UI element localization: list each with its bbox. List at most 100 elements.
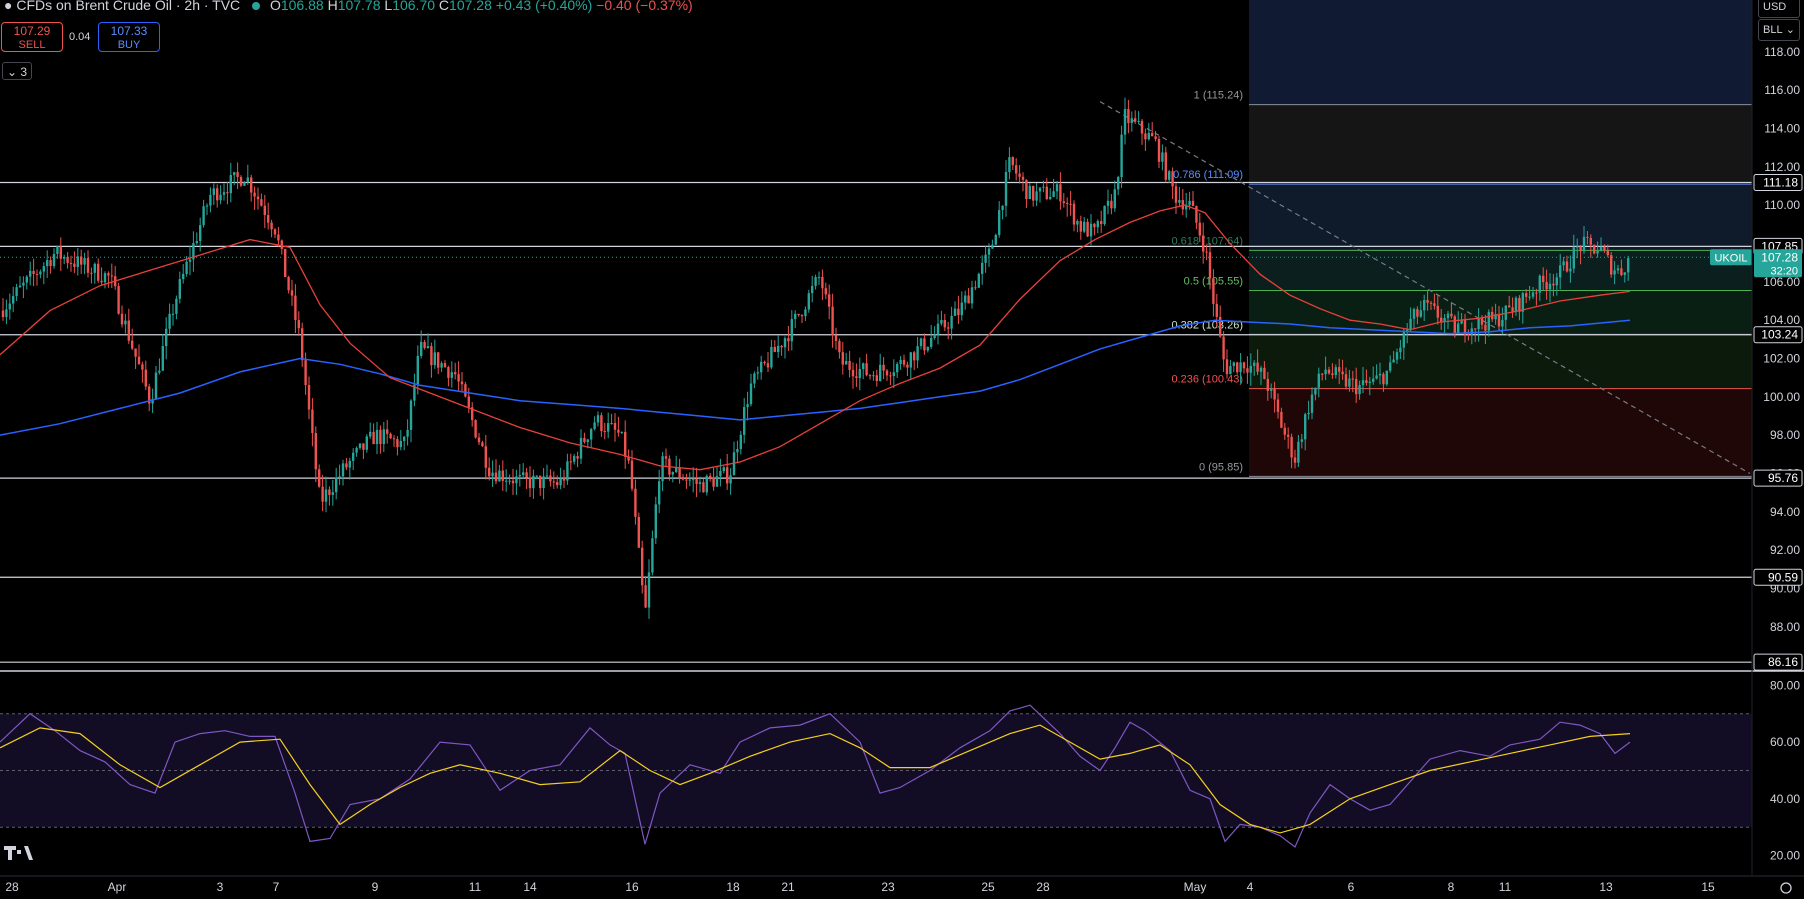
candle-body — [73, 263, 76, 267]
candle-body — [1307, 412, 1310, 415]
rsi-axis-tick-label: 40.00 — [1770, 792, 1800, 806]
candle-body — [1382, 373, 1385, 385]
candle-body — [593, 422, 596, 430]
candle-body — [1572, 247, 1575, 269]
candle-body — [1531, 292, 1535, 297]
candle-body — [1157, 139, 1161, 162]
candle-body — [1416, 309, 1419, 317]
candle-body — [1100, 221, 1103, 225]
candle-body — [902, 359, 906, 365]
candle-body — [1508, 305, 1511, 308]
candle-body — [1290, 436, 1293, 458]
candle-body — [1361, 380, 1365, 386]
candle-body — [1412, 309, 1416, 319]
candle-body — [1185, 205, 1188, 210]
candle-body — [103, 273, 107, 283]
time-axis-label: 7 — [273, 880, 280, 894]
candle-body — [1113, 189, 1116, 209]
price-axis-tick-label: 102.00 — [1763, 352, 1800, 366]
candle-body — [335, 477, 338, 493]
candle-body — [1423, 300, 1426, 311]
candle-body — [457, 374, 460, 382]
candle-body — [56, 246, 59, 254]
candle-body — [1334, 367, 1337, 376]
ohlc-low: 106.70 — [392, 0, 436, 13]
time-axis-label: 3 — [217, 880, 224, 894]
candle-body — [1028, 186, 1031, 199]
candle-body — [991, 244, 994, 249]
candle-body — [331, 492, 334, 495]
candle-body — [508, 480, 511, 482]
candle-body — [1202, 235, 1205, 252]
candle-body — [1045, 186, 1048, 200]
symbol-tag-label: UKOIL — [1714, 252, 1747, 264]
price-axis-tick-label: 104.00 — [1763, 313, 1800, 327]
candle-body — [1011, 157, 1014, 166]
candle-body — [1542, 275, 1545, 283]
candle-body — [1395, 352, 1399, 360]
price-axis-tick-label: 88.00 — [1770, 620, 1800, 634]
unit-select[interactable]: BLL ⌄ — [1758, 19, 1800, 41]
candle-body — [144, 369, 147, 387]
candle-body — [1178, 200, 1181, 203]
candle-body — [1314, 387, 1317, 395]
market-status-icon — [252, 1, 261, 10]
candle-body — [8, 303, 11, 310]
candle-body — [1409, 318, 1412, 330]
candle-body — [1168, 171, 1171, 180]
candle-body — [345, 463, 348, 468]
candle-body — [709, 475, 712, 478]
candle-body — [1470, 328, 1473, 335]
candle-body — [743, 407, 746, 435]
time-axis-label: 6 — [1348, 880, 1355, 894]
candle-body — [66, 256, 69, 263]
time-axis-label: 11 — [469, 880, 482, 894]
candle-body — [1300, 439, 1303, 442]
indicators-toggle-button[interactable]: ⌄ 3 — [2, 62, 32, 80]
ohlc-change-secondary: −0.40 (−0.37%) — [596, 0, 693, 13]
fib-zone — [1249, 334, 1752, 389]
time-axis-label: 16 — [625, 880, 639, 894]
candle-body — [1164, 152, 1167, 180]
candle-body — [909, 352, 912, 368]
candle-body — [1576, 246, 1579, 248]
candle-body — [222, 192, 226, 195]
candle-body — [372, 431, 375, 445]
candle-body — [1171, 171, 1174, 187]
currency-select[interactable]: USD — [1758, 0, 1800, 18]
candle-body — [620, 431, 623, 433]
buy-button[interactable]: 107.33 BUY — [98, 22, 160, 52]
candle-body — [705, 475, 708, 493]
candle-body — [148, 386, 151, 404]
candle-body — [1096, 221, 1099, 228]
candle-body — [950, 315, 953, 329]
candle-body — [202, 206, 205, 226]
candle-countdown-label: 32:20 — [1770, 265, 1798, 277]
candle-body — [90, 272, 93, 274]
time-axis-label: Apr — [108, 880, 127, 894]
candle-body — [263, 205, 266, 216]
candle-body — [1130, 118, 1133, 124]
candle-body — [688, 479, 691, 481]
level-axis-label: 111.18 — [1763, 176, 1798, 190]
candle-body — [1518, 297, 1521, 312]
candle-body — [1195, 206, 1198, 223]
sell-button[interactable]: 107.29 SELL — [1, 22, 63, 52]
candle-body — [280, 240, 283, 249]
price-axis-tick-label: 92.00 — [1770, 543, 1800, 557]
candle-body — [647, 572, 651, 608]
candle-body — [1256, 362, 1259, 372]
fib-level-label: 1 (115.24) — [1194, 90, 1243, 102]
candle-body — [617, 429, 620, 433]
candle-body — [630, 460, 634, 489]
candle-body — [1079, 220, 1082, 232]
candle-body — [746, 404, 749, 408]
candle-body — [1266, 378, 1269, 391]
candle-body — [797, 313, 800, 316]
candle-body — [229, 175, 232, 194]
candle-body — [756, 372, 759, 374]
symbol-title[interactable]: CFDs on Brent Crude Oil · 2h · TVC — [16, 0, 241, 13]
candle-body — [124, 320, 127, 325]
time-axis-label: 4 — [1247, 880, 1254, 894]
